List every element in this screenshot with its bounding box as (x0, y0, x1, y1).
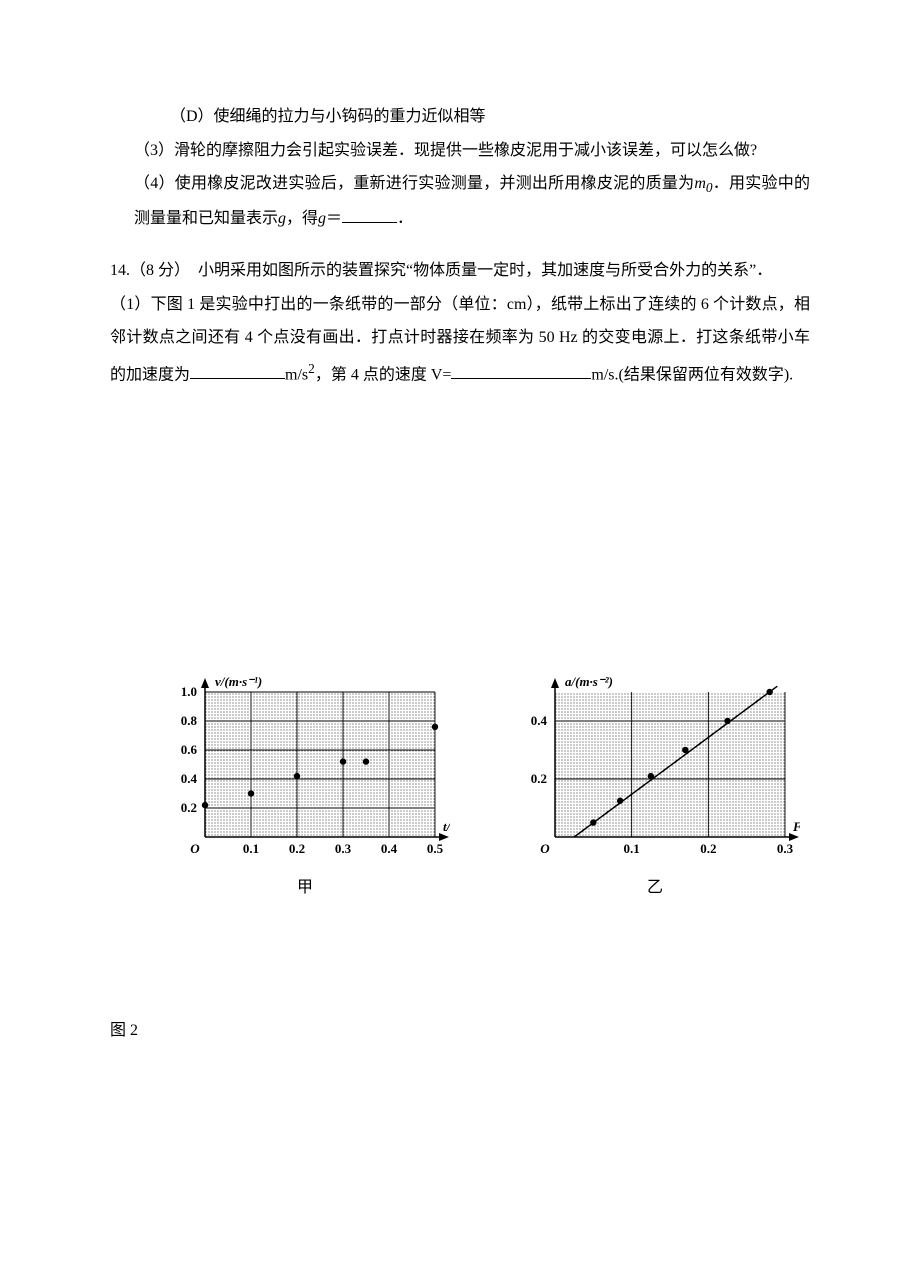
svg-text:0.2: 0.2 (531, 771, 547, 786)
svg-text:O: O (190, 841, 200, 856)
q4-part-a: （4）使用橡皮泥改进实验后，重新进行实验测量，并测出所用橡皮泥的质量为 (134, 175, 694, 192)
svg-text:0.6: 0.6 (181, 742, 198, 757)
question-14-1: （1）下图 1 是实验中打出的一条纸带的一部分（单位：cm），纸带上标出了连续的… (110, 288, 810, 392)
q14-1b: m/s (285, 366, 308, 383)
q14-1c: ，第 4 点的速度 V= (315, 366, 452, 383)
option-d: （D）使细绳的拉力与小钩码的重力近似相等 (110, 100, 810, 134)
svg-text:0.4: 0.4 (381, 841, 398, 856)
q4-g1: g (278, 210, 286, 227)
svg-text:0.8: 0.8 (181, 713, 198, 728)
q14-1d: m/s.(结果保留两位有效数字). (591, 366, 793, 383)
chart-right-caption: 乙 (647, 871, 663, 905)
svg-text:0.1: 0.1 (624, 841, 640, 856)
q4-m0-sub: 0 (706, 180, 713, 195)
q14-1b-sup: 2 (308, 361, 315, 376)
svg-text:0.5: 0.5 (427, 841, 444, 856)
svg-text:0.1: 0.1 (243, 841, 259, 856)
q4-g2: g (318, 210, 326, 227)
svg-text:a/(m·s⁻²): a/(m·s⁻²) (565, 674, 613, 689)
question-4: （4）使用橡皮泥改进实验后，重新进行实验测量，并测出所用橡皮泥的质量为m0．用实… (110, 167, 810, 236)
figure-2-label: 图 2 (110, 1014, 810, 1048)
svg-text:F/N: F/N (792, 819, 800, 834)
chart-left-caption: 甲 (297, 871, 313, 905)
svg-text:0.2: 0.2 (181, 800, 197, 815)
q4-part-f: ． (397, 210, 413, 227)
svg-text:O: O (540, 841, 550, 856)
chart-left: 0.1 0.2 0.3 0.4 0.5 0.2 0.4 0.6 0.8 1.0 Ov/(m·s⁻¹)… (160, 672, 450, 867)
q4-m0-m: m (694, 175, 706, 192)
charts-row: 0.1 0.2 0.3 0.4 0.5 0.2 0.4 0.6 0.8 1.0 Ov/(m·s⁻¹)… (160, 672, 810, 905)
q14-blank-accel (190, 362, 285, 379)
svg-text:0.3: 0.3 (777, 841, 794, 856)
question-3: （3）滑轮的摩擦阻力会引起实验误差．现提供一些橡皮泥用于减小该误差，可以怎么做? (110, 134, 810, 168)
svg-text:t/s: t/s (443, 819, 450, 834)
svg-text:v/(m·s⁻¹): v/(m·s⁻¹) (215, 674, 262, 689)
q4-m0-var: m0 (694, 175, 712, 192)
question-14-intro: 14.（8 分） 小明采用如图所示的装置探究“物体质量一定时，其加速度与所受合外… (110, 254, 810, 288)
svg-text:0.3: 0.3 (335, 841, 352, 856)
svg-text:0.4: 0.4 (531, 713, 548, 728)
chart-right-wrap: 0.1 0.2 0.3 0.2 0.4 Oa/(m·s⁻²) F/N 乙 (510, 672, 800, 905)
q4-eq: ＝ (326, 210, 342, 227)
q14-blank-velocity (451, 362, 591, 379)
svg-text:1.0: 1.0 (181, 684, 197, 699)
q4-blank (342, 206, 397, 223)
chart-right: 0.1 0.2 0.3 0.2 0.4 Oa/(m·s⁻²) F/N (510, 672, 800, 867)
svg-text:0.4: 0.4 (181, 771, 198, 786)
svg-text:0.2: 0.2 (700, 841, 716, 856)
q4-part-c: ，得 (286, 210, 318, 227)
svg-text:0.2: 0.2 (289, 841, 305, 856)
chart-left-wrap: 0.1 0.2 0.3 0.4 0.5 0.2 0.4 0.6 0.8 1.0 Ov/(m·s⁻¹)… (160, 672, 450, 905)
